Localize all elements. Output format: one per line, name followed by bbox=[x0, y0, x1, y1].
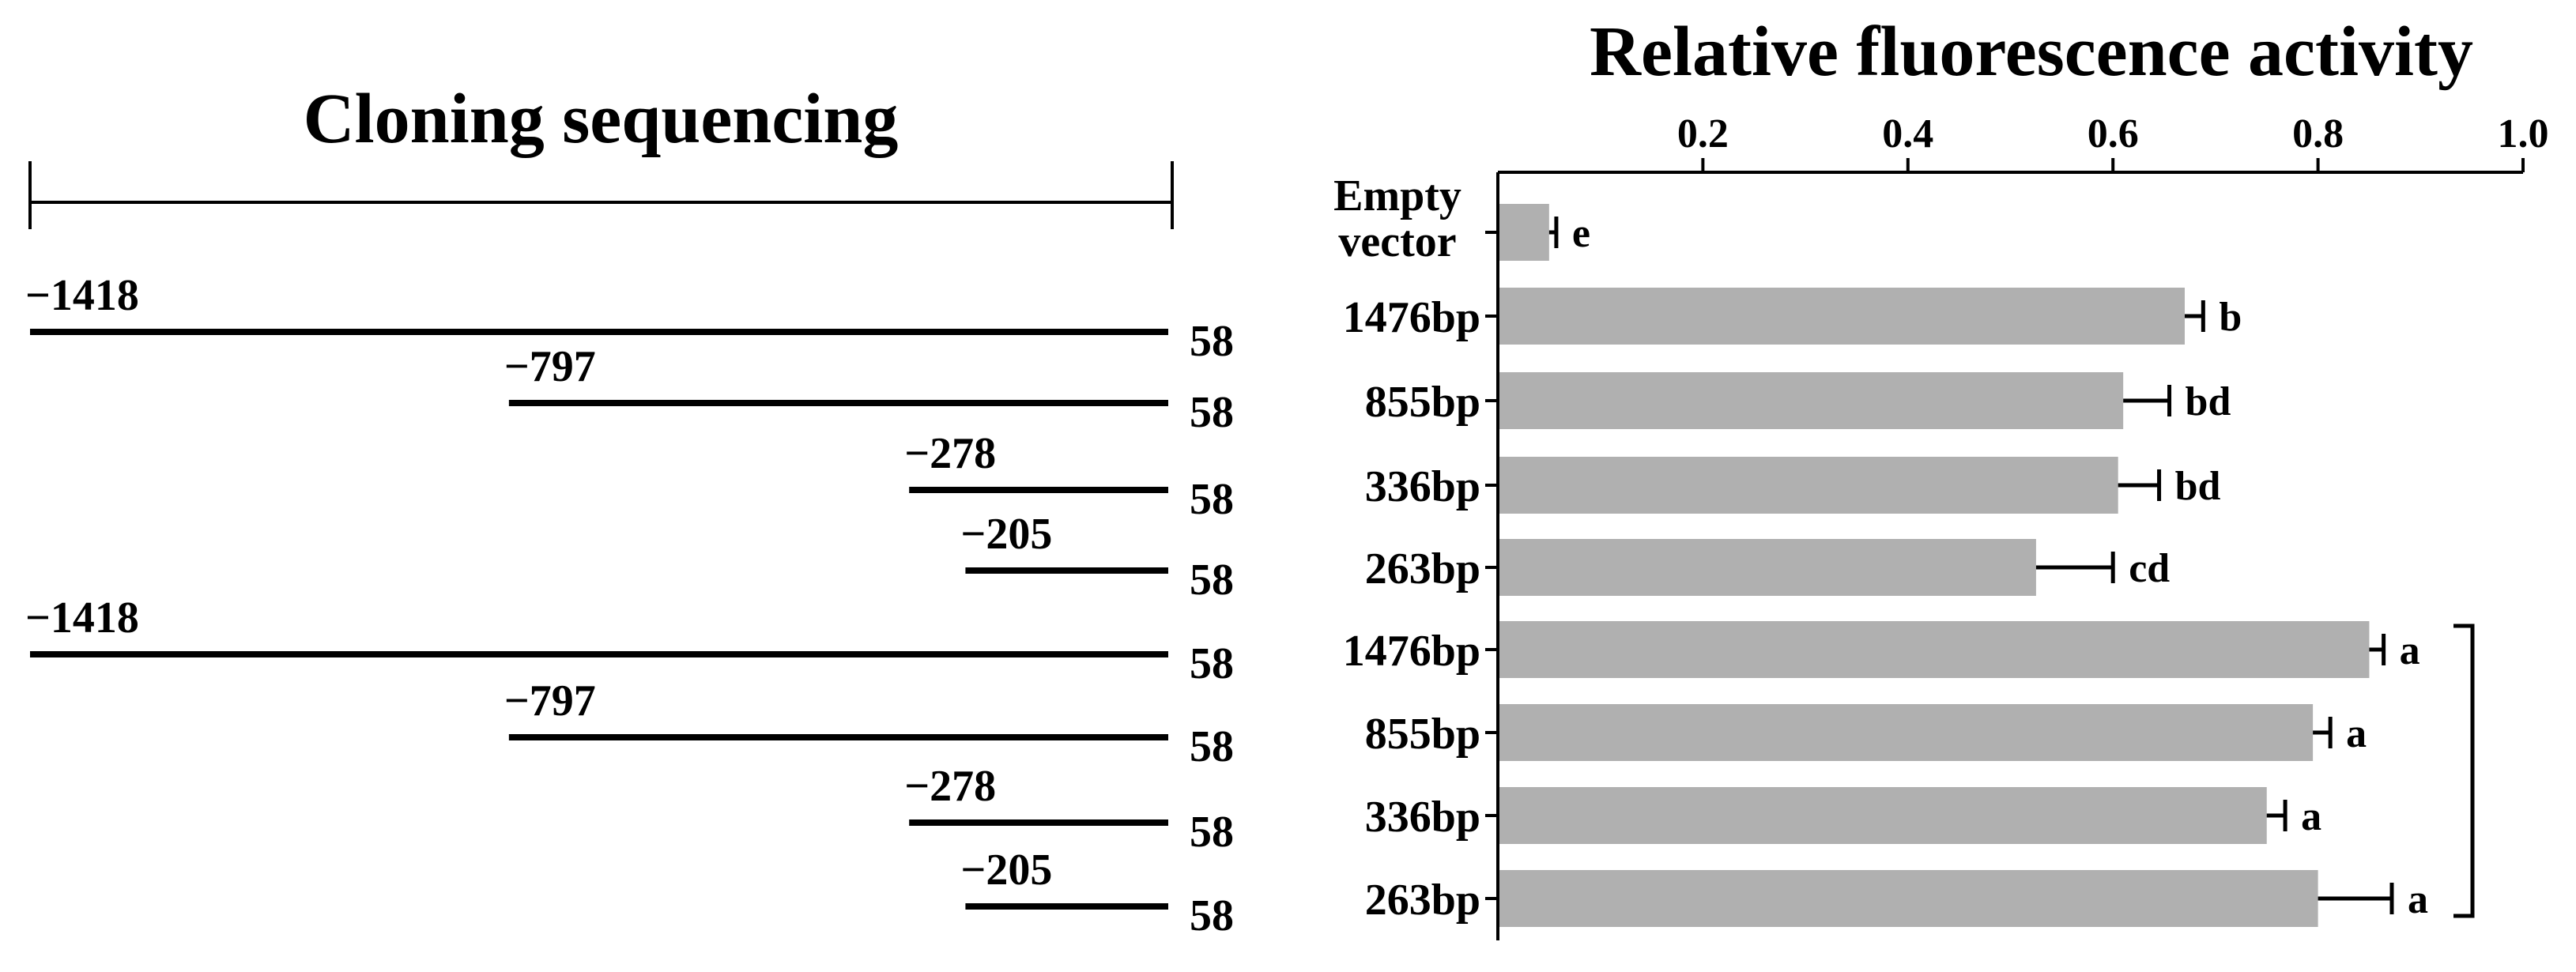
category-label: 263bp bbox=[1365, 544, 1480, 593]
category-label: 1476bp bbox=[1343, 293, 1480, 342]
construct-row: −205 58 bbox=[960, 510, 1234, 605]
construct-start-label: −278 bbox=[904, 429, 996, 478]
x-tick-label: 0.8 bbox=[2292, 111, 2344, 156]
category-label: 263bp bbox=[1365, 876, 1480, 925]
fluorescence-chart: Relative fluorescence activity 0.2 0.4 0.6… bbox=[1333, 13, 2549, 940]
construct-start-label: −797 bbox=[504, 676, 596, 725]
construct-row: −278 58 bbox=[904, 429, 1234, 524]
significance-label: cd bbox=[2129, 546, 2170, 591]
bar bbox=[1499, 204, 1549, 261]
cloning-panel: Cloning sequencing −141858−79758−27858−2… bbox=[25, 80, 1234, 940]
category-label: 1476bp bbox=[1343, 627, 1480, 676]
construct-end-label: 58 bbox=[1190, 891, 1234, 940]
significance-label: b bbox=[2219, 295, 2242, 340]
construct-row: −1418 58 bbox=[25, 271, 1234, 366]
significance-label: a bbox=[2346, 711, 2367, 756]
category-label: 855bp bbox=[1365, 710, 1480, 759]
construct-end-label: 58 bbox=[1190, 639, 1234, 688]
bar bbox=[1499, 288, 2185, 345]
bar bbox=[1499, 372, 2124, 429]
y-axis-labels: Empty vector 1476bp 855bp 336bp 263bp 1476bp 85… bbox=[1333, 171, 1498, 925]
group-bracket bbox=[2453, 624, 2475, 918]
construct-end-label: 58 bbox=[1190, 808, 1234, 857]
bar bbox=[1499, 704, 2314, 761]
chart-title: Relative fluorescence activity bbox=[1590, 13, 2473, 91]
x-axis-top: 0.2 0.4 0.6 0.8 1.0 bbox=[1496, 111, 2549, 940]
construct-start-label: −1418 bbox=[25, 271, 139, 320]
construct-end-label: 58 bbox=[1190, 317, 1234, 366]
category-label-line: Empty bbox=[1333, 171, 1461, 220]
construct-end-label: 58 bbox=[1190, 388, 1234, 437]
construct-start-label: −205 bbox=[960, 510, 1052, 559]
significance-label: a bbox=[2400, 628, 2420, 673]
significance-label: a bbox=[2301, 794, 2321, 839]
x-tick-label: 1.0 bbox=[2498, 111, 2549, 156]
construct-row: −1418 58 bbox=[25, 593, 1234, 688]
construct-row: −278 58 bbox=[904, 762, 1234, 857]
group-brackets bbox=[2453, 624, 2475, 918]
significance-label: bd bbox=[2175, 464, 2221, 509]
construct-end-label: 58 bbox=[1190, 475, 1234, 524]
construct-end-label: 58 bbox=[1190, 556, 1234, 605]
scale-ruler bbox=[28, 161, 1174, 229]
category-label: Empty vector bbox=[1333, 171, 1461, 266]
construct-start-label: −278 bbox=[904, 762, 996, 811]
x-tick-label: 0.2 bbox=[1677, 111, 1729, 156]
significance-label: bd bbox=[2186, 379, 2231, 424]
construct-start-label: −205 bbox=[960, 846, 1052, 895]
bar bbox=[1499, 787, 2267, 844]
category-label: 336bp bbox=[1365, 462, 1480, 511]
construct-row: −205 58 bbox=[960, 846, 1234, 940]
construct-row: −797 58 bbox=[504, 342, 1234, 437]
construct-row: −797 58 bbox=[504, 676, 1234, 771]
significance-label: e bbox=[1572, 211, 1590, 256]
significance-label: a bbox=[2408, 877, 2428, 922]
bar bbox=[1499, 539, 2036, 596]
category-label: 855bp bbox=[1365, 378, 1480, 427]
category-label-line: vector bbox=[1338, 217, 1456, 266]
construct-start-label: −797 bbox=[504, 342, 596, 391]
x-tick-label: 0.6 bbox=[2088, 111, 2139, 156]
construct-end-label: 58 bbox=[1190, 722, 1234, 771]
bar bbox=[1499, 621, 2370, 678]
cloning-title: Cloning sequencing bbox=[304, 80, 899, 158]
bar bbox=[1499, 457, 2118, 514]
x-tick-label: 0.4 bbox=[1882, 111, 1933, 156]
bar bbox=[1499, 870, 2318, 927]
construct-start-label: −1418 bbox=[25, 593, 139, 642]
category-label: 336bp bbox=[1365, 793, 1480, 842]
construct-list: −141858−79758−27858−20558−141858−79758−2… bbox=[25, 271, 1234, 940]
